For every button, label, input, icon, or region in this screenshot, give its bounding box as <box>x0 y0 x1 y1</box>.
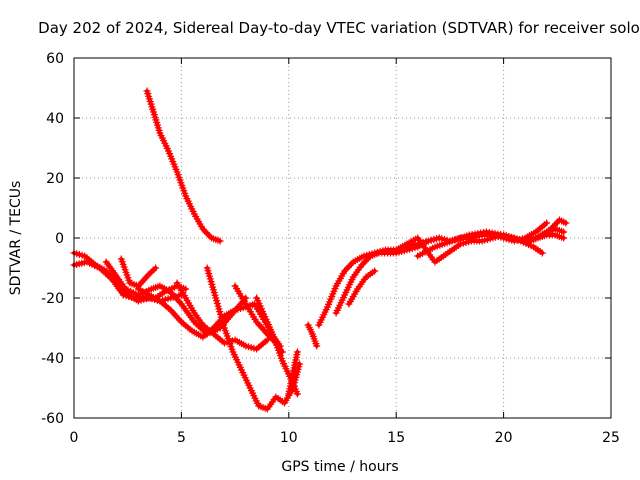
series-arc-10 <box>253 294 284 350</box>
data-point <box>543 219 551 227</box>
y-tick-label: -60 <box>41 411 64 427</box>
y-tick-label: 60 <box>46 51 64 67</box>
x-tick-label: 5 <box>177 430 186 446</box>
data-point <box>562 219 570 227</box>
y-axis-label: SDTVAR / TECUs <box>8 181 24 296</box>
series-arc-1 <box>143 87 224 245</box>
series-trace <box>145 89 223 243</box>
y-tick-label: 20 <box>46 171 64 187</box>
series-arc-12 <box>304 321 321 350</box>
data-point <box>538 249 546 257</box>
x-tick-label: 15 <box>387 430 405 446</box>
data-point <box>293 390 301 398</box>
series-arc-11 <box>285 348 301 398</box>
data-point <box>560 228 568 236</box>
x-tick-label: 20 <box>495 430 513 446</box>
data-point <box>278 348 286 356</box>
data-point <box>313 342 321 350</box>
data-point <box>152 264 160 272</box>
x-tick-label: 0 <box>70 430 79 446</box>
series-arc-17 <box>414 228 546 260</box>
data-point <box>435 234 443 242</box>
ticks: 0 5 10 15 20 25 -60 -40 -20 0 20 40 60 <box>41 51 620 446</box>
y-tick-label: -40 <box>41 351 64 367</box>
data-point <box>293 348 301 356</box>
series-arc-14 <box>332 234 443 317</box>
data-point <box>216 237 224 245</box>
data-point <box>560 234 568 242</box>
chart-title: Day 202 of 2024, Sidereal Day-to-day VTE… <box>38 19 640 37</box>
data-point <box>276 342 284 350</box>
y-tick-label: -20 <box>41 291 64 307</box>
x-tick-label: 10 <box>280 430 298 446</box>
y-tick-label: 40 <box>46 111 64 127</box>
series-arc-7 <box>173 279 271 353</box>
x-axis-label: GPS time / hours <box>281 459 398 475</box>
y-tick-label: 0 <box>55 231 64 247</box>
series-arc-9 <box>231 282 286 356</box>
series-arc-8 <box>203 264 303 413</box>
series-arc-19 <box>525 231 568 245</box>
series-arc-15 <box>345 267 379 308</box>
data-point <box>182 285 190 293</box>
data-point <box>371 267 379 275</box>
data-point <box>296 360 303 368</box>
data-layer <box>70 87 570 413</box>
x-tick-label: 25 <box>602 430 620 446</box>
